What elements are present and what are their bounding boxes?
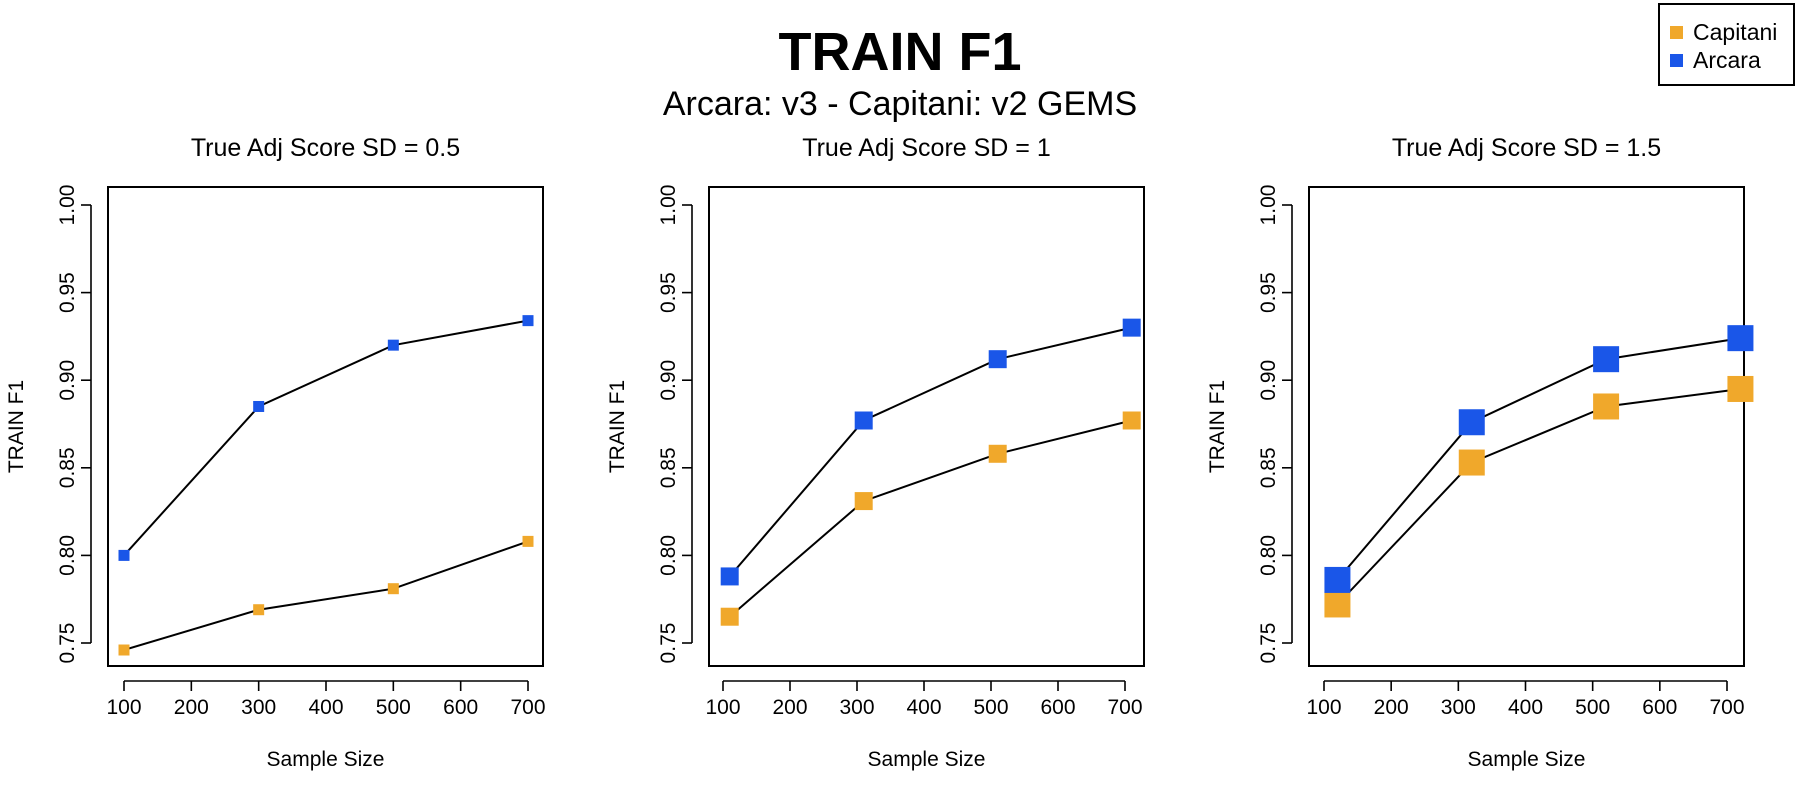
x-tick-label: 200 [174,696,209,719]
panel-title: True Adj Score SD = 0.5 [191,134,460,162]
series-line-arcara [728,326,1132,578]
y-tick-label: 1.00 [1257,185,1280,226]
y-tick-label: 0.95 [657,272,680,313]
data-point-capitani [854,492,873,511]
x-tick-label: 300 [1441,696,1476,719]
x-tick-label: 100 [1306,696,1341,719]
x-tick-label: 500 [376,696,411,719]
chart-panel-3: True Adj Score SD = 1.5 100 200 300 400 500 60… [1206,134,1754,771]
data-point-arcara [720,567,739,586]
y-tick-label: 1.00 [657,185,680,226]
y-tick-label: 0.80 [657,535,680,576]
chart-main-title: TRAIN F1 [778,22,1022,82]
x-tick-label: 500 [1575,696,1610,719]
x-tick-label: 300 [839,696,874,719]
x-tick-label: 700 [510,696,545,719]
legend-swatch-capitani [1670,25,1683,39]
series-line-arcara [123,319,529,557]
plot-frame [107,186,544,667]
y-axis-label: TRAIN F1 [5,380,28,473]
legend: Capitani Arcara [1658,3,1795,86]
y-tick-label: 0.80 [56,535,79,576]
series-line-capitani [123,540,529,651]
x-tick-label: 600 [1040,696,1075,719]
y-tick-label: 0.95 [56,272,79,313]
y-tick-label: 0.95 [1257,272,1280,313]
data-point-arcara [1324,566,1351,593]
plot-frame [1308,186,1745,667]
y-tick-label: 1.00 [56,185,79,226]
data-point-arcara [387,339,399,351]
chart-panel-2: True Adj Score SD = 1 100 200 300 400 500 600 7… [606,134,1145,771]
panel-title: True Adj Score SD = 1.5 [1392,134,1661,162]
x-tick-label: 200 [772,696,807,719]
series-line-capitani [729,419,1132,618]
data-point-arcara [118,549,130,561]
data-point-arcara [253,400,265,412]
data-point-capitani [522,535,534,547]
data-point-capitani [720,607,739,626]
y-tick-label: 0.75 [56,623,79,664]
data-point-capitani [1458,449,1485,476]
x-tick-label: 300 [241,696,276,719]
x-axis-label: Sample Size [1468,748,1586,771]
y-axis-label: TRAIN F1 [606,380,629,473]
legend-swatch-arcara [1670,53,1683,67]
data-point-arcara [1593,346,1620,373]
legend-item-capitani: Capitani [1670,19,1777,45]
data-point-capitani [387,583,399,595]
series-line-capitani [1336,388,1741,606]
y-tick-label: 0.75 [1257,623,1280,664]
x-tick-label: 700 [1709,696,1744,719]
x-axis-label: Sample Size [868,748,986,771]
data-point-capitani [1727,375,1754,402]
x-tick-label: 400 [1508,696,1543,719]
x-tick-label: 100 [106,696,141,719]
panel-title: True Adj Score SD = 1 [802,134,1051,162]
data-point-capitani [988,444,1007,463]
data-point-capitani [1122,411,1141,430]
y-tick-label: 0.85 [56,447,79,488]
data-point-arcara [1122,318,1141,337]
x-tick-label: 600 [1642,696,1677,719]
y-tick-label: 0.75 [657,623,680,664]
data-point-arcara [1727,325,1754,352]
data-point-capitani [1324,591,1351,618]
y-tick-label: 0.90 [56,360,79,401]
y-tick-label: 0.85 [657,447,680,488]
legend-label-capitani: Capitani [1693,19,1778,45]
legend-item-arcara: Arcara [1670,47,1761,73]
y-tick-label: 0.80 [1257,535,1280,576]
data-point-arcara [1458,409,1485,436]
data-point-capitani [253,604,265,616]
data-point-arcara [522,315,534,327]
x-tick-label: 200 [1374,696,1409,719]
data-point-capitani [118,644,130,656]
chart-subtitle: Arcara: v3 - Capitani: v2 GEMS [662,85,1138,123]
chart-panel-1: True Adj Score SD = 0.5 100 200 300 400 500 60… [5,134,546,771]
data-point-capitani [1593,393,1620,420]
x-tick-label: 600 [443,696,478,719]
x-tick-label: 100 [705,696,740,719]
plot-frame [708,186,1145,667]
x-tick-label: 500 [973,696,1008,719]
series-line-arcara [1336,337,1741,581]
y-tick-label: 0.90 [657,360,680,401]
x-tick-label: 700 [1107,696,1142,719]
legend-label-arcara: Arcara [1693,47,1761,73]
y-tick-label: 0.85 [1257,447,1280,488]
x-tick-label: 400 [906,696,941,719]
y-axis-label: TRAIN F1 [1206,380,1229,473]
x-tick-label: 400 [308,696,343,719]
data-point-arcara [854,411,873,430]
data-point-arcara [988,350,1007,369]
y-tick-label: 0.90 [1257,360,1280,401]
x-axis-label: Sample Size [267,748,385,771]
